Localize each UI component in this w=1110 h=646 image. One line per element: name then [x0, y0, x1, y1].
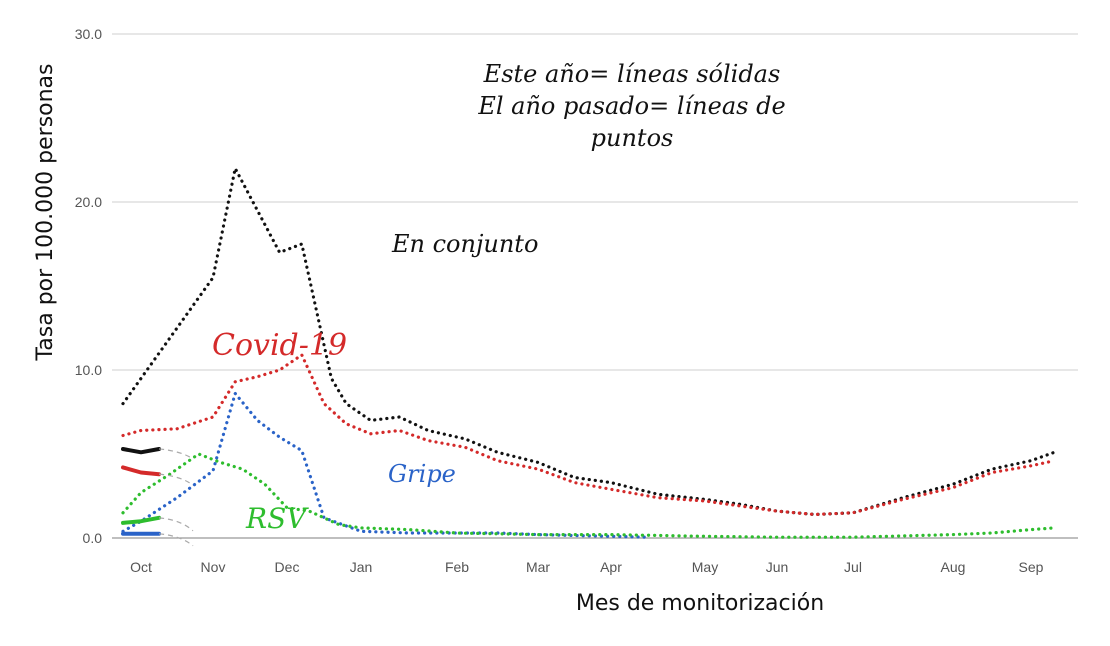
y-axis-title: Tasa por 100.000 personas — [33, 64, 58, 362]
y-tick-label: 10.0 — [75, 362, 102, 378]
x-tick-label-aug: Aug — [941, 559, 966, 575]
x-tick-label-mar: Mar — [526, 559, 550, 575]
solid-line-en-conjunto — [121, 447, 161, 455]
dotted-line-en-conjunto — [121, 166, 1057, 517]
label-covid: Covid-19 — [212, 328, 347, 363]
legend-note-line-1: Este año= líneas sólidas — [483, 60, 781, 88]
x-tick-label-nov: Nov — [201, 559, 226, 575]
y-tick-label: 0.0 — [83, 530, 103, 546]
grid-lines — [112, 33, 1078, 539]
y-axis-ticks: 0.0 10.0 20.0 30.0 — [75, 26, 102, 546]
x-tick-label-jul: Jul — [844, 559, 862, 575]
label-overall: En conjunto — [391, 230, 538, 258]
x-tick-label-jan: Jan — [350, 559, 373, 575]
solid-line-covid-19 — [121, 465, 161, 477]
dotted-line-covid-19 — [121, 353, 1057, 517]
x-tick-label-jun: Jun — [766, 559, 789, 575]
x-tick-label-apr: Apr — [600, 559, 622, 575]
connector-lines — [158, 448, 194, 547]
connector-line — [158, 448, 194, 460]
x-tick-label-oct: Oct — [130, 559, 152, 575]
x-tick-label-may: May — [692, 559, 718, 575]
x-tick-label-feb: Feb — [445, 559, 469, 575]
connector-line — [158, 473, 194, 486]
dotted-line-rsv — [121, 452, 1057, 539]
x-axis-ticks: Oct Nov Dec Jan Feb Mar Apr May Jun Jul Aug Sep — [130, 559, 1044, 575]
y-tick-label: 20.0 — [75, 194, 102, 210]
solid-line-rsv — [121, 515, 161, 525]
connector-line — [158, 533, 194, 547]
legend-note-line-2: El año pasado= líneas de — [477, 92, 785, 120]
connector-line — [158, 517, 194, 532]
dotted-line-gripe — [121, 391, 651, 539]
series-lines — [121, 166, 1057, 539]
x-axis-title: Mes de monitorización — [576, 591, 824, 616]
x-tick-label-sep: Sep — [1019, 559, 1044, 575]
legend-note: Este año= líneas sólidas El año pasado= … — [477, 60, 785, 152]
label-flu: Gripe — [388, 460, 456, 488]
x-tick-label-dec: Dec — [275, 559, 300, 575]
label-rsv: RSV — [245, 502, 309, 535]
legend-note-line-3: puntos — [591, 124, 674, 152]
y-tick-label: 30.0 — [75, 26, 102, 42]
